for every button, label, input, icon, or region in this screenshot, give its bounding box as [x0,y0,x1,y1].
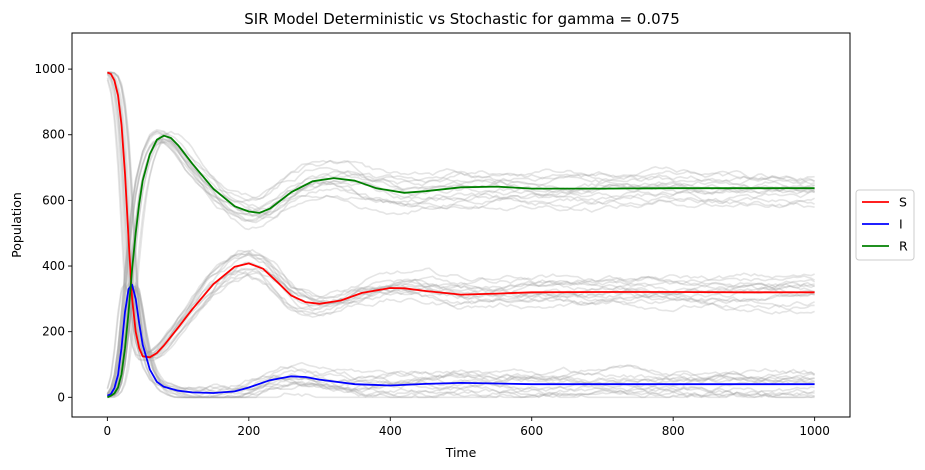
x-tick-label: 1000 [799,424,830,438]
x-tick-label: 600 [520,424,543,438]
stochastic-trace [106,282,815,398]
stochastic-trace [107,138,815,399]
y-tick-label: 200 [42,325,65,339]
stochastic-trace [106,287,815,399]
stochastic-trace [106,128,815,395]
stochastic-trace [107,132,815,399]
stochastic-trace [107,71,815,362]
x-tick-label: 0 [104,424,112,438]
series-line-s [107,71,815,359]
stochastic-trace [107,141,815,398]
stochastic-trace [106,72,815,355]
stochastic-trace [107,140,815,399]
stochastic-trace [107,285,815,399]
stochastic-realizations [106,71,816,399]
legend-label-s: S [899,195,907,210]
stochastic-trace [107,137,815,398]
stochastic-trace [106,79,815,357]
y-tick-label: 400 [42,259,65,273]
y-tick-label: 800 [42,128,65,142]
stochastic-trace [107,71,815,354]
stochastic-trace [106,282,816,393]
deterministic-series [107,71,815,399]
stochastic-trace [107,71,815,358]
legend-label-r: R [899,239,908,254]
stochastic-trace [107,285,815,399]
x-axis-label: Time [445,445,477,460]
stochastic-trace [106,73,815,355]
plot-frame [71,32,851,418]
stochastic-trace [106,74,815,362]
stochastic-trace [106,138,815,396]
stochastic-trace [107,284,815,397]
stochastic-trace [107,71,815,357]
stochastic-trace [107,288,815,399]
y-tick-label: 0 [57,390,65,404]
stochastic-trace [106,72,815,357]
stochastic-trace [106,132,815,395]
x-axis-ticks: 0 200 400 600 800 1000 [104,417,830,438]
stochastic-trace [107,287,815,399]
chart-title: SIR Model Deterministic vs Stochastic fo… [244,10,680,28]
legend-label-i: I [899,217,903,232]
x-tick-label: 400 [379,424,402,438]
y-axis-label: Population [9,192,24,258]
y-axis-ticks: 0 200 400 600 800 1000 [34,62,72,404]
legend: SIR [855,189,915,261]
stochastic-trace [107,130,815,399]
stochastic-trace [107,71,815,360]
stochastic-trace [107,281,815,397]
stochastic-trace [107,138,815,398]
stochastic-trace [106,130,815,394]
legend-frame [855,189,915,261]
series-line-r [107,134,815,399]
stochastic-trace [107,71,816,353]
stochastic-trace [106,139,815,396]
stochastic-trace [106,141,815,396]
stochastic-trace [107,286,815,399]
stochastic-trace [107,289,815,399]
stochastic-trace [107,71,815,358]
series-line-i [107,283,815,397]
stochastic-trace [107,71,815,359]
x-tick-label: 200 [237,424,260,438]
stochastic-trace [106,130,815,394]
x-tick-label: 800 [662,424,685,438]
y-tick-label: 600 [42,193,65,207]
y-tick-label: 1000 [34,62,65,76]
